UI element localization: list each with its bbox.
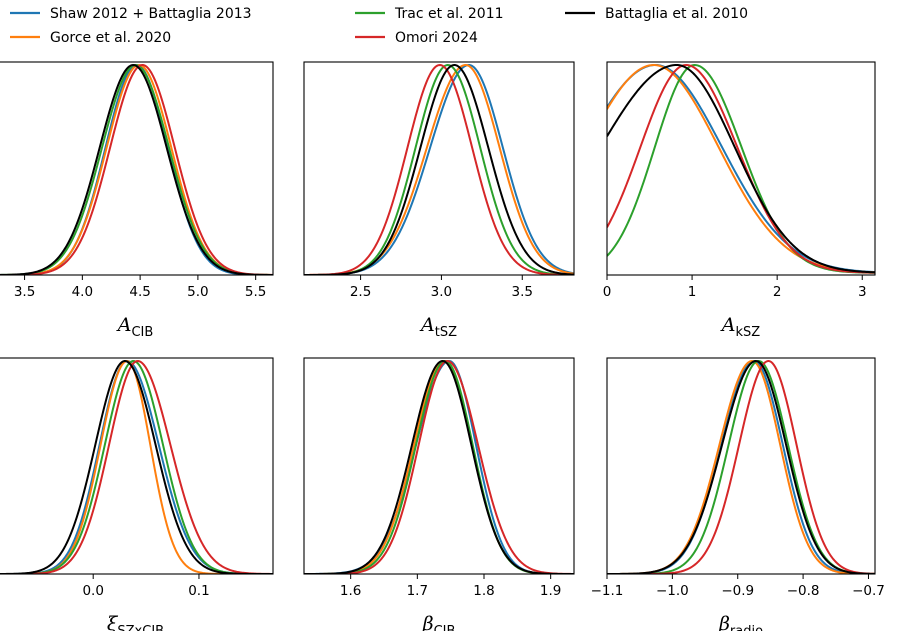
series-line-1 [304,360,574,574]
x-tick-label: 5.5 [245,284,266,300]
x-tick-label: 0 [603,284,612,300]
x-tick-label: 3.0 [431,284,452,300]
curves [304,360,574,574]
x-axis-symbol: β [718,613,730,631]
x-axis-subscript: tSZ [435,325,457,340]
series-line-3 [0,360,273,574]
series-line-4 [0,360,273,574]
legend-entry: Battaglia et al. 2010 [565,6,748,22]
series-line-3 [0,64,273,275]
series-line-2 [0,360,273,574]
series-line-3 [304,360,574,574]
series-line-4 [607,64,875,274]
legend-label: Shaw 2012 + Battaglia 2013 [50,6,252,22]
x-axis-symbol: A [419,314,435,336]
x-tick-label: 4.5 [129,284,150,300]
curves [0,64,273,275]
panel-beta_CIB: 1.6 1.7 1.8 1.9 βCIB [303,357,575,631]
series-line-0 [0,64,273,275]
x-tick-label: 1 [688,284,697,300]
legend-entry: Omori 2024 [355,30,478,46]
series-line-0 [0,360,273,574]
series-line-0 [304,360,574,574]
axes-frame [606,357,876,575]
x-tick-label: 0.0 [82,583,103,599]
x-tick-label: 1.9 [540,583,561,599]
panel-A_CIB: 3.5 4.0 4.5 5.0 5.5 ACIB [0,61,274,340]
x-tick-label: 1.8 [473,583,494,599]
axes-frame [303,61,575,276]
x-axis-label: ACIB [116,314,154,340]
x-tick-label: 5.0 [187,284,208,300]
series-line-2 [607,64,875,274]
x-axis-symbol: A [116,314,132,336]
x-axis-symbol: ξ [107,613,119,631]
series-line-2 [304,64,574,275]
series-line-1 [0,360,273,574]
x-axis-label: AkSZ [720,314,761,340]
series-line-0 [304,64,574,275]
series-line-2 [607,360,875,574]
curves [607,64,875,274]
x-axis-label: ξSZxCIB [107,613,164,631]
x-tick-label: 3.5 [512,284,533,300]
x-tick-label: 1.6 [340,583,361,599]
panel-beta_radio: −1.1 −1.0 −0.9 −0.8 −0.7 βradio [591,357,885,631]
legend-label: Trac et al. 2011 [394,6,504,22]
series-line-3 [304,64,574,275]
series-line-2 [0,64,273,275]
panel-A_tSZ: 2.5 3.0 3.5 AtSZ [303,61,575,340]
x-axis-label: βradio [718,613,763,631]
series-line-1 [607,64,875,274]
x-tick-label: 2.5 [350,284,371,300]
x-axis-label: AtSZ [419,314,457,340]
axes-frame [0,357,274,575]
series-line-3 [607,64,875,274]
x-axis-subscript: radio [730,624,763,631]
x-axis-subscript: CIB [131,325,153,340]
series-line-1 [0,64,273,275]
x-axis-symbol: β [422,613,434,631]
x-axis-subscript: SZxCIB [117,624,164,631]
axes-frame [303,357,575,575]
x-tick-label: −0.9 [721,583,754,599]
curves [607,360,875,574]
legend-entry: Gorce et al. 2020 [10,30,171,46]
legend-label: Battaglia et al. 2010 [605,6,748,22]
x-axis-subscript: kSZ [736,325,761,340]
curves [0,360,273,574]
axes-frame [606,61,876,276]
x-tick-label: 3.5 [14,284,35,300]
series-line-4 [304,360,574,574]
x-tick-label: 0.1 [188,583,209,599]
legend-entry: Shaw 2012 + Battaglia 2013 [10,6,252,22]
panel-xi_SZxCIB: 0.0 0.1 ξSZxCIB [0,357,274,631]
x-tick-label: 3 [858,284,867,300]
series-line-4 [304,64,574,275]
legend-label: Omori 2024 [395,30,478,46]
curves [304,64,574,275]
x-tick-label: 1.7 [407,583,428,599]
legend: Shaw 2012 + Battaglia 2013 Gorce et al. 2… [10,6,748,46]
x-axis-label: βCIB [422,613,456,631]
x-tick-label: −1.1 [591,583,624,599]
x-tick-label: −0.8 [787,583,820,599]
legend-label: Gorce et al. 2020 [50,30,171,46]
series-line-1 [304,64,574,275]
series-line-2 [304,360,574,574]
x-tick-label: 4.0 [72,284,93,300]
x-tick-label: 2 [773,284,782,300]
x-tick-label: −1.0 [656,583,689,599]
x-axis-subscript: CIB [434,624,456,631]
x-tick-label: −0.7 [852,583,885,599]
axes-frame [0,61,274,276]
x-axis-symbol: A [720,314,736,336]
panel-A_kSZ: 0 1 2 3 AkSZ [603,61,876,340]
legend-entry: Trac et al. 2011 [355,6,504,22]
series-line-4 [607,360,875,574]
series-line-4 [0,64,273,275]
